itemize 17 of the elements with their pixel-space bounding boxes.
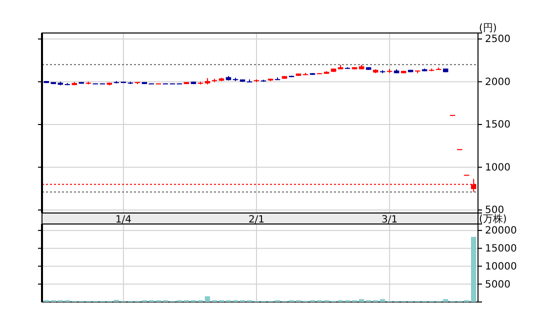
y-tick-label: 2000 xyxy=(485,76,510,88)
y-tick-label: 2500 xyxy=(485,34,510,46)
x-tick-label: 3/1 xyxy=(382,214,398,226)
y-tick-label: 5000 xyxy=(485,279,510,290)
y-tick-label: 20000 xyxy=(485,226,517,237)
bar xyxy=(358,299,364,302)
bar xyxy=(204,296,210,302)
x-tick-label: 1/4 xyxy=(115,214,132,226)
x-tick-label: 2/1 xyxy=(248,214,265,226)
y-tick-label: 15000 xyxy=(485,244,517,255)
y-axis-title: (円) xyxy=(479,23,497,34)
bar xyxy=(442,299,448,302)
y-tick-label: 10000 xyxy=(485,261,517,272)
y-tick-label: 1000 xyxy=(485,162,510,174)
bar xyxy=(470,236,476,302)
bar xyxy=(380,299,386,302)
y-tick-label: 1500 xyxy=(485,120,510,131)
